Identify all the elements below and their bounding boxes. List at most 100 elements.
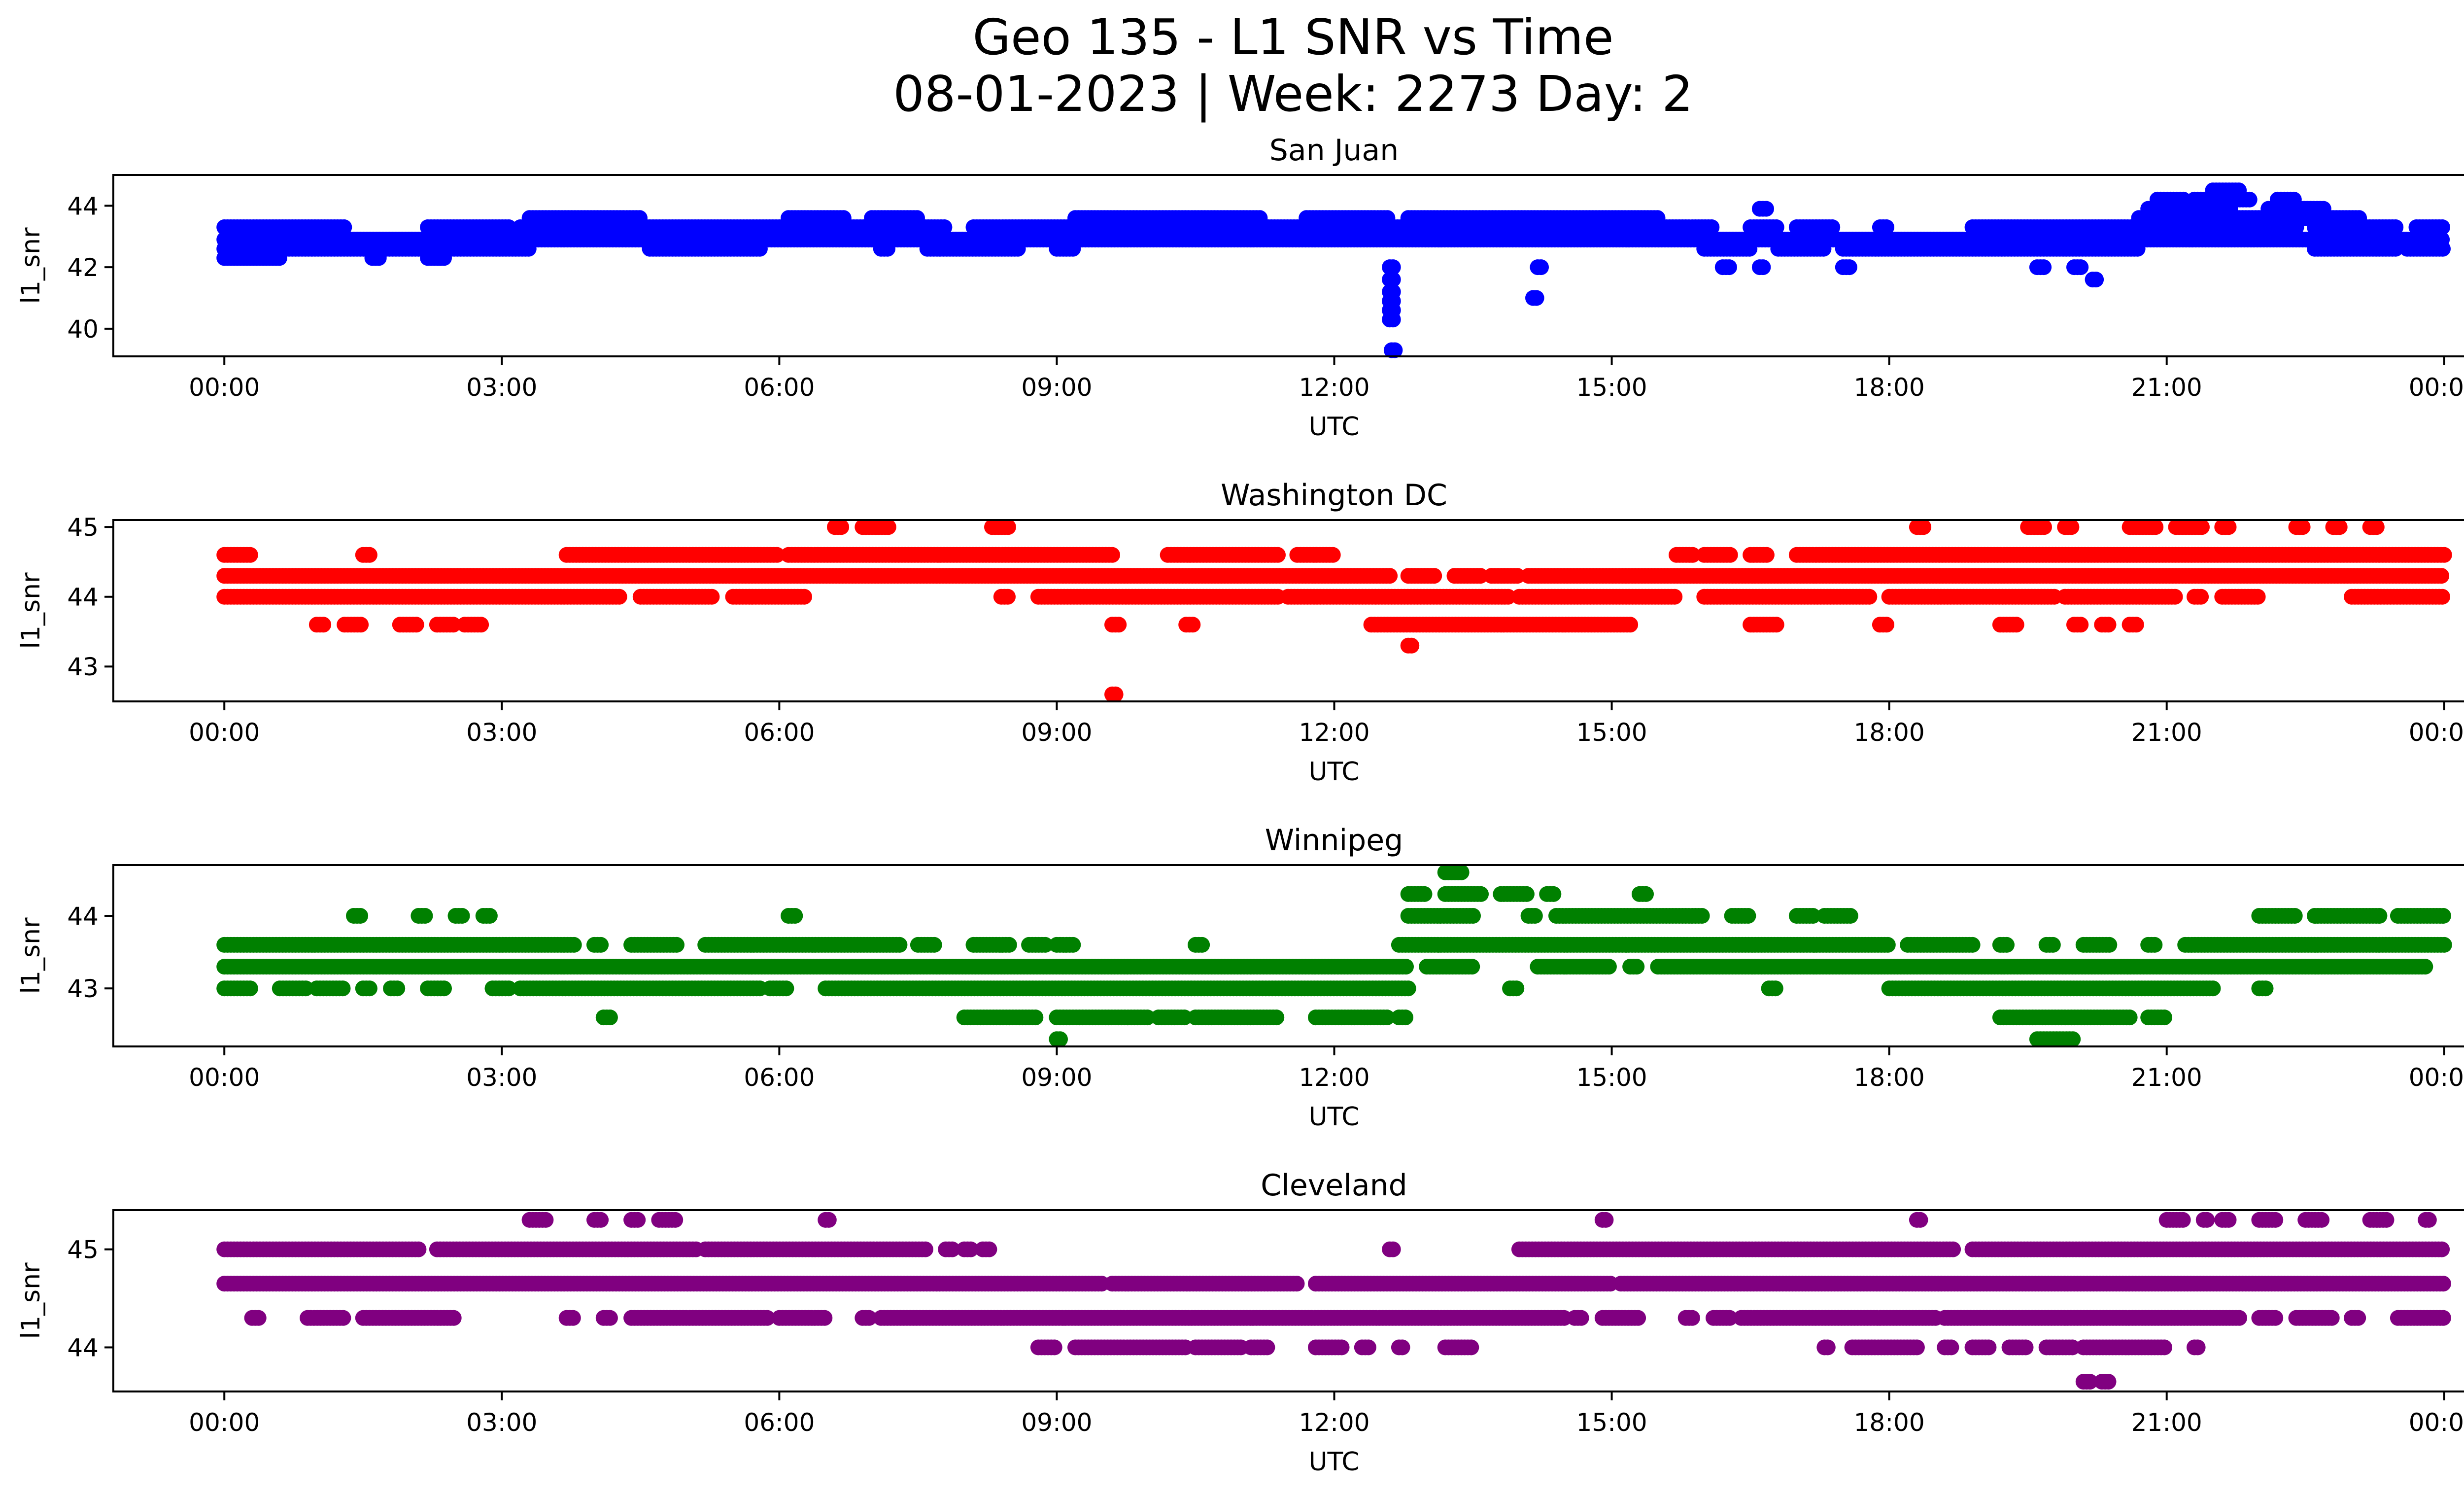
data-point: [2258, 980, 2274, 997]
data-point: [1768, 219, 1784, 235]
data-point: [335, 980, 351, 997]
data-point: [1382, 568, 1398, 584]
data-point: [2128, 617, 2144, 633]
data-point: [936, 219, 953, 235]
data-point: [1704, 219, 1720, 235]
data-point: [2167, 589, 2183, 605]
x-tick-label: 00:00: [189, 373, 260, 402]
x-axis-label: UTC: [1308, 757, 1359, 787]
data-point: [1758, 547, 1775, 563]
data-point: [1107, 686, 1124, 702]
data-point: [2036, 519, 2052, 535]
x-tick-label: 21:00: [2131, 373, 2202, 402]
data-point: [2434, 589, 2450, 605]
data-point: [1104, 547, 1120, 563]
panel-san-juan: San Juan 00:00 03:00 06:00 09:00 12:00 15:00 1…: [16, 133, 2464, 442]
data-point: [835, 210, 852, 226]
data-point: [361, 547, 377, 563]
data-point: [2231, 182, 2247, 199]
data-point: [1721, 259, 1737, 276]
x-tick-label: 12:00: [1299, 373, 1369, 402]
data-point: [1400, 980, 1416, 997]
data-point: [1398, 959, 1414, 975]
data-point: [778, 980, 794, 997]
data-point: [1722, 547, 1738, 563]
data-point: [361, 980, 377, 997]
data-point: [408, 617, 424, 633]
y-tick-label: 40: [67, 315, 99, 344]
data-point: [1508, 980, 1525, 997]
x-tick-label: 09:00: [1021, 373, 1092, 402]
data-point: [1533, 259, 1549, 276]
data-point: [1622, 617, 1639, 633]
data-point: [2331, 519, 2348, 535]
data-point: [2433, 568, 2450, 584]
data-point: [2148, 519, 2164, 535]
data-point: [2294, 519, 2311, 535]
x-tick-label: 18:00: [1854, 373, 1925, 402]
data-point: [1629, 959, 1645, 975]
data-point: [2315, 201, 2331, 217]
data-point: [501, 219, 517, 235]
data-point: [1385, 312, 1401, 328]
data-point: [1325, 547, 1341, 563]
data-point: [2193, 589, 2209, 605]
x-tick-label: 06:00: [744, 718, 815, 747]
scatter-points: [216, 182, 2451, 358]
data-point: [1000, 519, 1016, 535]
data-point: [1601, 959, 1617, 975]
y-tick-label: 45: [67, 513, 99, 542]
x-tick-label: 12:00: [1299, 718, 1369, 747]
data-point: [2036, 259, 2052, 276]
panel-title: Washington DC: [1221, 478, 1447, 513]
x-tick-label: 09:00: [1021, 718, 1092, 747]
data-point: [1000, 589, 1016, 605]
data-point: [315, 617, 332, 633]
data-point: [1528, 290, 1544, 306]
data-point: [632, 210, 648, 226]
data-point: [2073, 259, 2089, 276]
data-point: [2063, 519, 2080, 535]
data-point: [1252, 210, 1268, 226]
data-point: [1758, 201, 1774, 217]
data-point: [2351, 210, 2367, 226]
data-point: [389, 980, 406, 997]
data-point: [1111, 617, 1127, 633]
data-point: [1841, 259, 1857, 276]
data-point: [1185, 617, 1201, 633]
x-tick-label: 21:00: [2131, 718, 2202, 747]
data-point: [2205, 980, 2221, 997]
figure-title-line2: 08-01-2023 | Week: 2273 Day: 2: [893, 65, 1693, 123]
panel-title: Winnipeg: [1265, 823, 1403, 858]
data-point: [796, 589, 812, 605]
x-tick-label: 00:00: [189, 718, 260, 747]
data-point: [1767, 980, 1783, 997]
y-tick-label: 44: [67, 583, 99, 612]
data-point: [436, 980, 452, 997]
x-tick-label: 00:00: [2409, 718, 2464, 747]
data-point: [2073, 617, 2089, 633]
x-tick-label: 00:00: [2409, 373, 2464, 402]
data-point: [2194, 519, 2210, 535]
figure-title-line1: Geo 135 - L1 SNR vs Time: [973, 8, 1614, 66]
data-point: [336, 219, 352, 235]
data-point: [1379, 210, 1396, 226]
data-point: [1426, 568, 1442, 584]
y-tick-label: 43: [67, 653, 99, 681]
data-point: [2434, 219, 2450, 235]
data-point: [1824, 219, 1841, 235]
x-tick-label: 15:00: [1576, 373, 1647, 402]
y-axis-label: l1_snr: [16, 572, 46, 649]
data-point: [1403, 637, 1420, 654]
data-point: [909, 210, 925, 226]
x-axis-label: UTC: [1308, 412, 1359, 442]
data-point: [242, 980, 258, 997]
x-tick-label: 03:00: [466, 718, 537, 747]
x-tick-label: 15:00: [1576, 718, 1647, 747]
data-point: [2008, 617, 2024, 633]
data-point: [1270, 547, 1286, 563]
data-point: [880, 519, 896, 535]
data-point: [2286, 191, 2302, 208]
data-point: [1879, 219, 1894, 235]
